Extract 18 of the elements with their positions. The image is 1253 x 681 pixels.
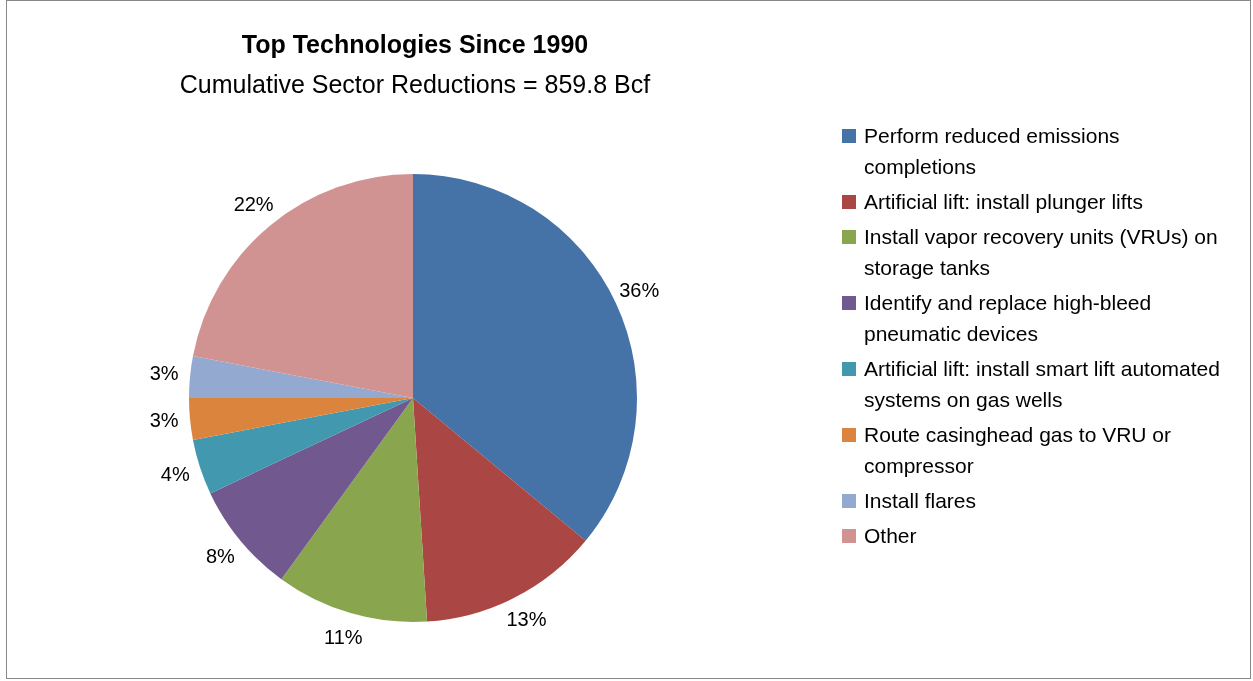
legend-label: Artificial lift: install plunger lifts (864, 189, 1143, 215)
legend-label: Perform reduced emissions completions (864, 123, 1121, 180)
chart-title: Top Technologies Since 1990 (240, 30, 590, 59)
legend-label: Install flares (864, 488, 977, 514)
data-label: 13% (506, 608, 547, 631)
data-label: 11% (323, 625, 363, 648)
chart-subtitle: Cumulative Sector Reductions = 859.8 Bcf (178, 70, 652, 99)
data-label: 3% (149, 409, 179, 432)
data-label: 8% (205, 544, 236, 567)
legend-label: Install vapor recovery units (VRUs) on storage tanks (864, 224, 1219, 281)
legend-label: Artificial lift: install smart lift automated systems on gas wells (864, 356, 1221, 413)
data-label: 3% (149, 361, 179, 384)
data-label: 22% (233, 192, 274, 215)
legend-label: Route casinghead gas to VRU or compressor (864, 422, 1172, 479)
legend-label: Other (864, 523, 917, 549)
data-label: 4% (160, 462, 190, 485)
data-label: 36% (619, 279, 660, 302)
legend-label: Identify and replace high-bleed pneumatic devices (864, 290, 1153, 347)
